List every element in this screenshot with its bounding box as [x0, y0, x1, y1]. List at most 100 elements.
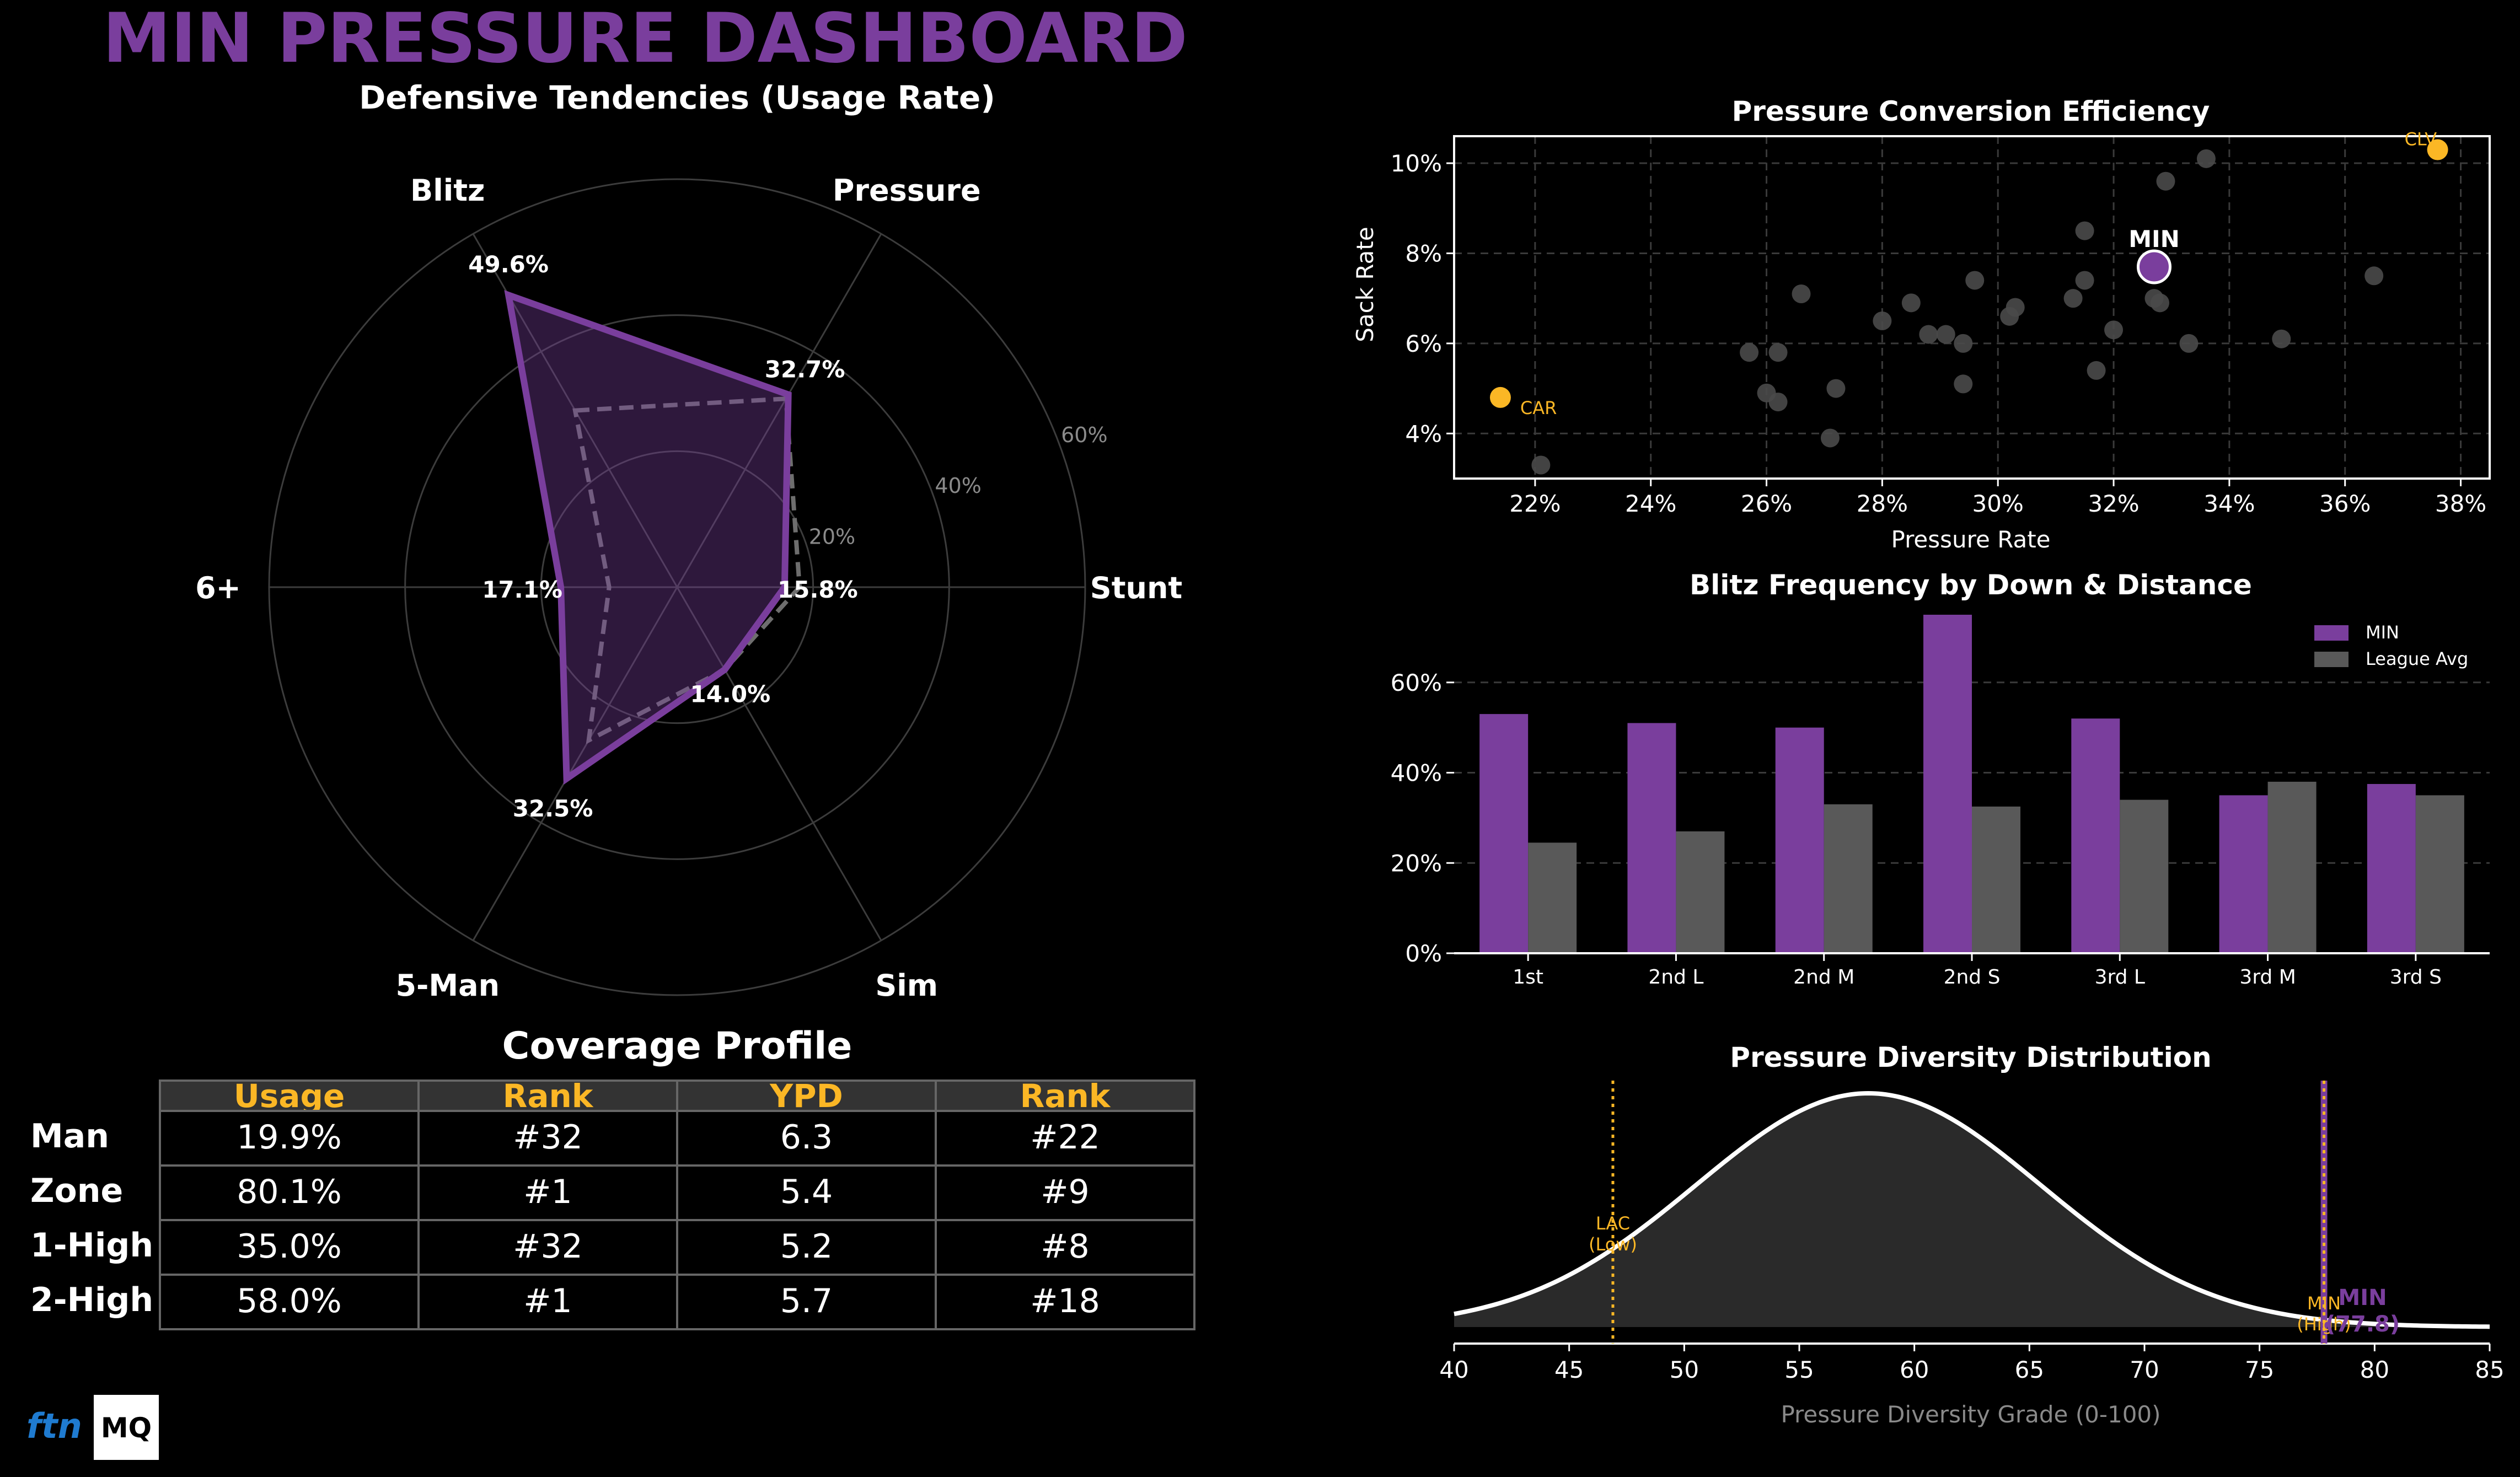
bar-legend-swatch: [2314, 625, 2349, 641]
distribution-title: Pressure Diversity Distribution: [1730, 1041, 2211, 1073]
coverage-cell: [676, 1219, 937, 1276]
coverage-cell-value: #8: [1041, 1227, 1089, 1266]
coverage-cell-value: #1: [523, 1282, 572, 1320]
scatter-point: [1965, 271, 1985, 290]
scatter-point: [2150, 293, 2169, 313]
bar-ytick-label: 60%: [1391, 669, 1442, 696]
bar-ytick-label: 20%: [1391, 850, 1442, 877]
distribution-tick-label: 75: [2245, 1356, 2274, 1383]
radar-title: Defensive Tendencies (Usage Rate): [359, 79, 995, 116]
radar-axis-label: 6+: [195, 571, 241, 605]
bar-category-label: 3rd S: [2390, 966, 2442, 989]
bar-category-label: 3rd L: [2095, 966, 2145, 989]
distribution-chart: 40 45 50 55 60 65 70 75 80 85 LAC (Low) MIN (High)MIN…: [1439, 1081, 2505, 1383]
scatter-point: [1954, 334, 1973, 353]
coverage-cell: [417, 1219, 678, 1276]
scatter-point: [2075, 221, 2094, 240]
radar-chart: 20% 40% 60% Blitz Pressure Stunt Sim 5-Man 6+ 49.…: [195, 173, 1182, 1003]
scatter-point: [1873, 311, 1892, 331]
scatter-title: Pressure Conversion Efficiency: [1732, 95, 2210, 127]
distribution-tick-label: 80: [2360, 1356, 2389, 1383]
logo-area: ftn MQ: [26, 1395, 159, 1460]
scatter-point: [1919, 325, 1938, 344]
bar-title: Blitz Frequency by Down & Distance: [1690, 569, 2252, 601]
bar-category-label: 1st: [1513, 966, 1543, 989]
coverage-cell-value: #22: [1030, 1118, 1100, 1157]
coverage-cell-value: 5.4: [780, 1173, 833, 1211]
bar-category-label: 2nd M: [1793, 966, 1854, 989]
radar-axis-label: 5-Man: [395, 968, 500, 1003]
scatter-xlabel: Pressure Rate: [1891, 526, 2051, 553]
scatter-point: [2063, 289, 2083, 308]
distribution-tick-label: 50: [1670, 1356, 1699, 1383]
coverage-cell-value: 58.0%: [237, 1282, 342, 1320]
bar-min: [1775, 727, 1824, 953]
scatter-xtick-label: 32%: [2088, 490, 2139, 517]
bar-league: [1528, 842, 1577, 953]
bar-league: [2120, 799, 2169, 953]
bar-category-label: 3rd M: [2239, 966, 2296, 989]
scatter-xtick-label: 28%: [1857, 490, 1908, 517]
coverage-cell-value: #32: [513, 1227, 583, 1266]
scatter-highlight-point: [1489, 386, 1511, 408]
bar-min: [2219, 795, 2268, 953]
scatter-point: [1740, 343, 1759, 362]
radar-value-label: 49.6%: [468, 251, 549, 278]
scatter-point: [2087, 361, 2106, 380]
bar-min: [1923, 615, 1972, 953]
distribution-tick-label: 85: [2475, 1356, 2504, 1383]
radar-axis-label: Blitz: [410, 173, 485, 208]
coverage-cell: [417, 1274, 678, 1330]
scatter-team-label: MIN: [2128, 225, 2180, 253]
bar-ytick-label: 0%: [1405, 940, 1442, 967]
scatter-team-point: [2136, 249, 2172, 284]
scatter-point: [2196, 149, 2216, 168]
coverage-header-label: Usage: [234, 1077, 345, 1115]
scatter-point: [2104, 320, 2124, 340]
bar-legend-label: MIN: [2366, 622, 2399, 643]
coverage-cell-value: 35.0%: [237, 1227, 342, 1266]
scatter-ytick-label: 6%: [1405, 330, 1442, 357]
scatter-point: [1901, 293, 1921, 313]
radar-axis-label: Pressure: [833, 173, 981, 208]
radar-axis-label: Stunt: [1090, 571, 1182, 605]
bar-min: [2367, 784, 2416, 953]
radar-spoke: [676, 233, 882, 588]
coverage-row-label: 1-High: [30, 1226, 153, 1265]
coverage-header-label: Rank: [503, 1077, 594, 1115]
coverage-cell: [935, 1219, 1195, 1276]
scatter-ytick-label: 4%: [1405, 420, 1442, 447]
bar-legend-swatch: [2314, 652, 2349, 667]
bar-league: [2415, 795, 2464, 953]
scatter-point: [1954, 374, 1973, 394]
coverage-cell-value: 19.9%: [237, 1118, 342, 1157]
coverage-cell-value: 5.7: [780, 1282, 833, 1320]
coverage-header-label: Rank: [1020, 1077, 1111, 1115]
scatter-xtick-label: 38%: [2435, 490, 2486, 517]
coverage-cell-value: #18: [1030, 1282, 1100, 1320]
radar-value-label: 32.5%: [513, 795, 593, 822]
scatter-highlight-label: CLV: [2405, 129, 2437, 150]
scatter-frame: [1453, 135, 2491, 480]
radar-value-label: 32.7%: [765, 356, 845, 383]
scatter-point: [2364, 266, 2384, 286]
scatter-point: [2156, 171, 2175, 191]
coverage-table: Usage Rank YPD Rank Man 19.9% #32 6.3 #22 Zone 80.…: [30, 1077, 1195, 1330]
bar-min: [1627, 723, 1676, 953]
distribution-tick-label: 55: [1784, 1356, 1814, 1383]
bar-league: [1972, 806, 2020, 953]
mq-logo: MQ: [101, 1412, 152, 1444]
distribution-tick-label: 60: [1900, 1356, 1929, 1383]
distribution-team-label: MIN (77.8): [2325, 1285, 2400, 1337]
scatter-point: [1768, 343, 1788, 362]
coverage-cell: [159, 1110, 420, 1167]
coverage-cell: [676, 1274, 937, 1330]
coverage-cell: [935, 1274, 1195, 1330]
distribution-tick-label: 65: [2015, 1356, 2044, 1383]
scatter-xtick-label: 30%: [1972, 490, 2024, 517]
radar-team-polygon: [504, 290, 792, 785]
distribution-tick-label: 45: [1554, 1356, 1584, 1383]
coverage-cell-value: #32: [513, 1118, 583, 1157]
coverage-cell-value: 6.3: [780, 1118, 833, 1157]
